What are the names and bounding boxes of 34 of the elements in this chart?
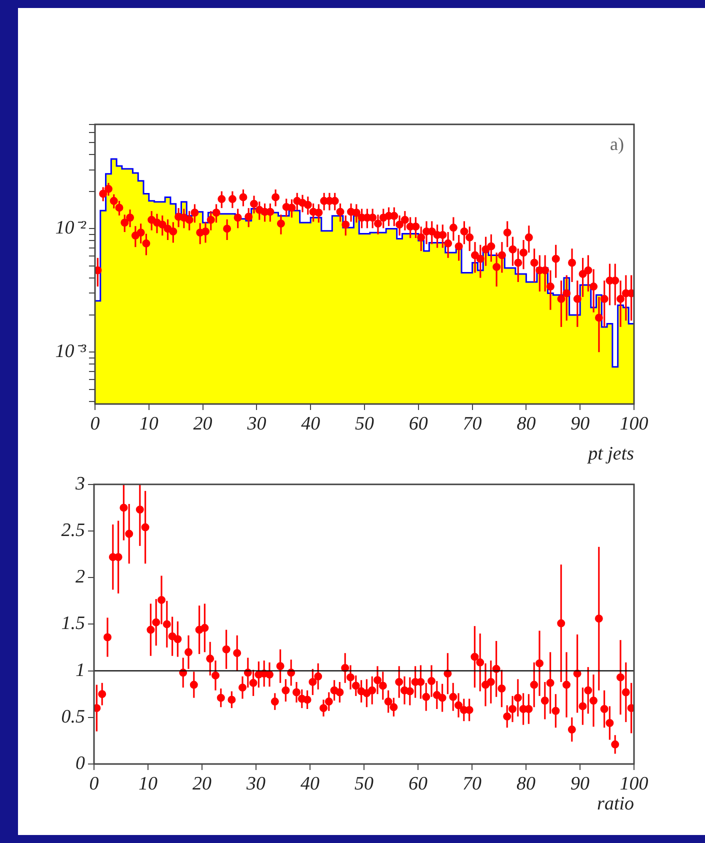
y-tick-label: 0 <box>76 753 86 774</box>
x-tick-label: 20 <box>193 413 213 434</box>
x-tick-label: 10 <box>138 773 158 794</box>
x-tick-label: 90 <box>570 773 590 794</box>
y-tick-label: 3 <box>74 473 85 494</box>
x-tick-label: 20 <box>192 773 212 794</box>
x-tick-label: 70 <box>462 773 482 794</box>
y-tick-label: 10⁻³ <box>55 341 86 362</box>
x-tick-label: 80 <box>516 773 536 794</box>
x-tick-label: 90 <box>570 413 590 434</box>
x-axis-title: pt jets <box>586 444 634 465</box>
x-tick-label: 60 <box>408 413 428 434</box>
x-tick-label: 0 <box>89 773 100 794</box>
x-tick-label: 10 <box>139 413 159 434</box>
y-tick-label: 2.5 <box>61 520 85 541</box>
y-tick-label: 1 <box>76 660 85 681</box>
x-tick-label: 50 <box>354 773 374 794</box>
y-tick-label: 1.5 <box>61 613 85 634</box>
x-tick-label: 100 <box>620 413 649 434</box>
x-tick-label: 80 <box>516 413 536 434</box>
x-tick-label: 40 <box>301 413 321 434</box>
x-tick-label: 30 <box>246 773 266 794</box>
x-tick-label: 50 <box>355 413 374 434</box>
y-tick-label: 0.5 <box>61 706 85 728</box>
x-tick-label: 30 <box>246 413 267 434</box>
x-tick-label: 60 <box>408 773 428 794</box>
x-tick-label: 70 <box>462 413 482 434</box>
x-axis-title: ratio <box>597 794 634 815</box>
y-tick-label: 2 <box>76 566 86 588</box>
x-tick-label: 40 <box>300 773 320 794</box>
x-tick-label: 100 <box>620 773 649 794</box>
annotation: a) <box>610 134 624 154</box>
y-tick-label: 10⁻² <box>55 218 86 239</box>
x-tick-label: 0 <box>90 413 100 434</box>
